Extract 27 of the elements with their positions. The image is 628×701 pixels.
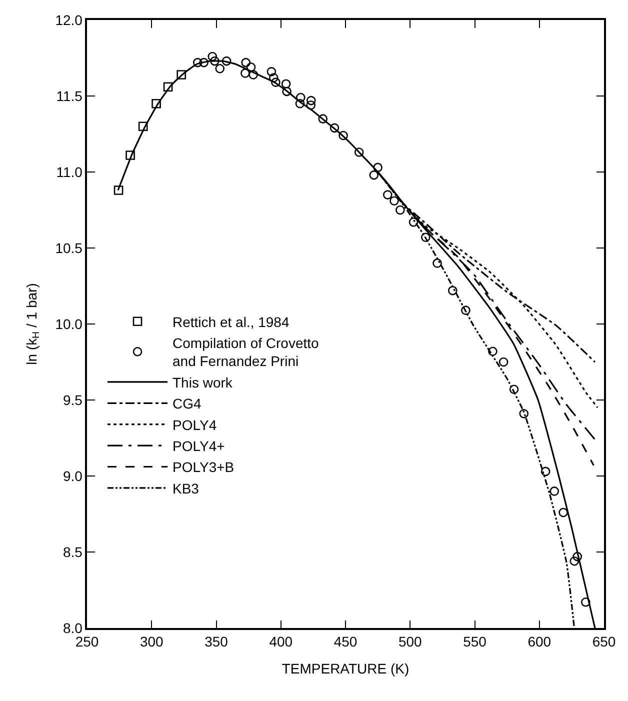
y-tick-label: 9.0 (62, 468, 83, 484)
y-tick-label: 8.5 (62, 544, 83, 560)
y-tick-label: 8.0 (62, 620, 83, 636)
x-tick-label: 400 (269, 634, 293, 650)
legend-label: Rettich et al., 1984 (172, 314, 290, 330)
x-tick-label: 450 (334, 634, 358, 650)
x-tick-label: 650 (592, 634, 616, 650)
y-tick-label: 11.0 (56, 164, 83, 180)
y-tick-label: 10.5 (55, 240, 83, 256)
x-tick-label: 500 (398, 634, 422, 650)
legend-label: CG4 (172, 396, 202, 412)
x-axis-title: TEMPERATURE (K) (282, 660, 410, 676)
legend-label: POLY4 (172, 416, 217, 433)
x-tick-label: 600 (528, 634, 552, 650)
x-tick-label: 550 (463, 634, 487, 650)
x-tick-label: 350 (204, 634, 228, 650)
legend-label: POLY3+B (172, 459, 234, 476)
legend-label: KB3 (172, 480, 200, 496)
y-tick-label: 9.5 (62, 392, 83, 408)
y-tick-label: 12.0 (55, 12, 83, 28)
y-tick-label: 10.0 (55, 316, 83, 332)
legend-label: Compilation of Crovetto and Fernandez Prini (172, 335, 320, 370)
x-tick-label: 300 (140, 634, 164, 650)
legend-label: POLY4+ (172, 438, 225, 454)
y-tick-label: 11.5 (56, 88, 83, 104)
legend-label: This work (172, 374, 234, 390)
x-tick-label: 250 (75, 634, 99, 650)
